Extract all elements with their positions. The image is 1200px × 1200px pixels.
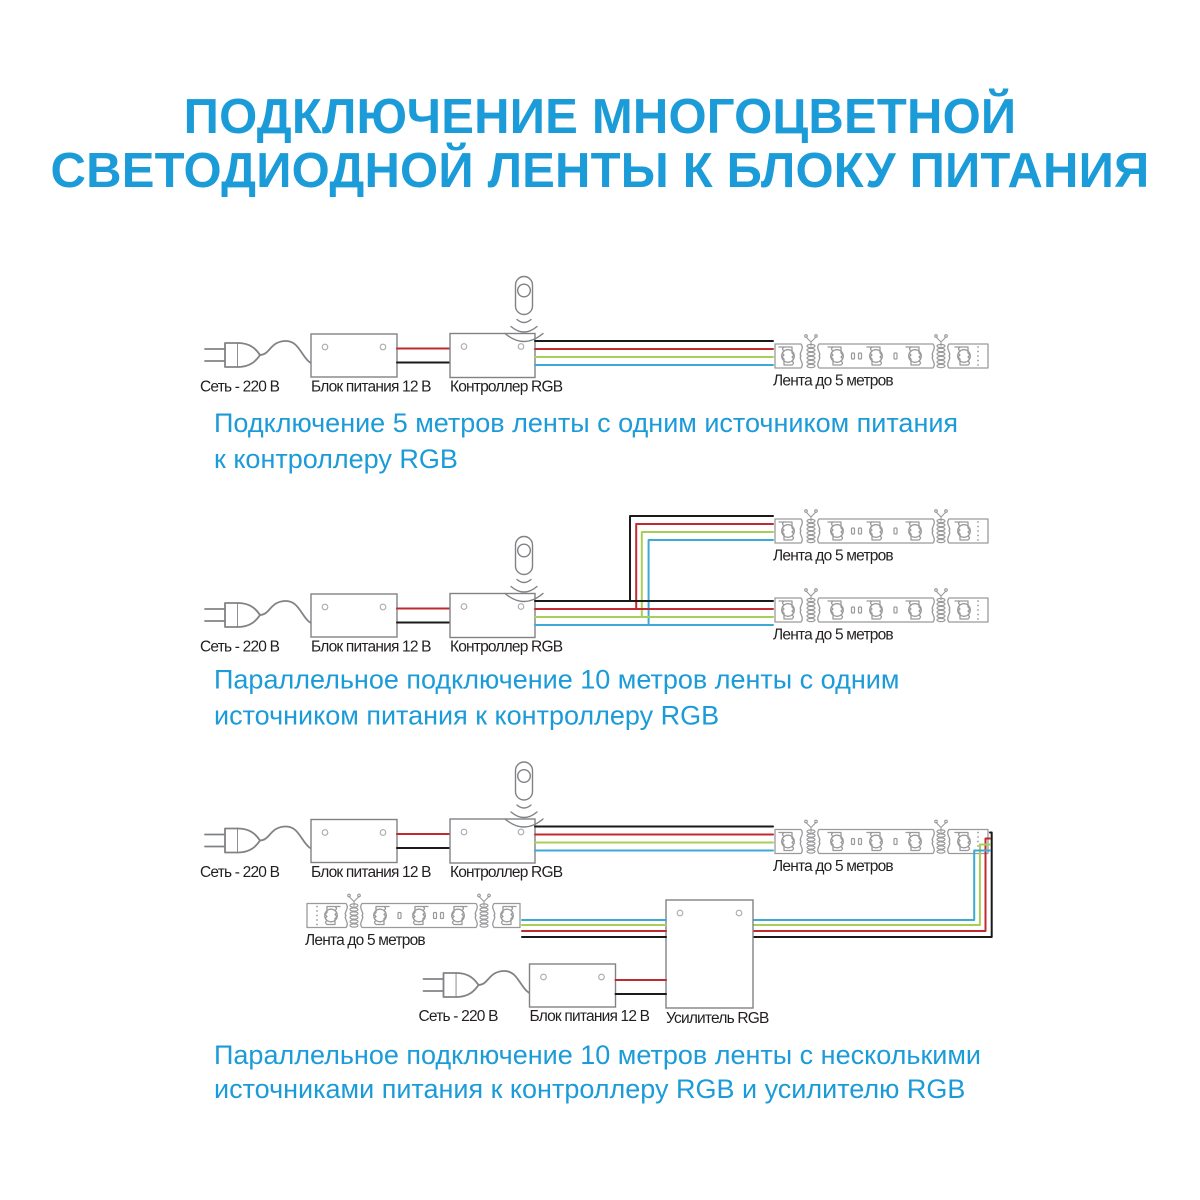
svg-text:Лента до 5 метров: Лента до 5 метров	[773, 547, 893, 564]
svg-text:Подключение 5 метров ленты с о: Подключение 5 метров ленты с одним источ…	[214, 408, 958, 438]
svg-text:Лента до 5 метров: Лента до 5 метров	[773, 626, 893, 643]
svg-text:Контроллер RGB: Контроллер RGB	[450, 864, 563, 881]
svg-text:Параллельное подключение 10 ме: Параллельное подключение 10 метров ленты…	[214, 665, 899, 695]
svg-text:Блок питания 12 В: Блок питания 12 В	[311, 864, 431, 881]
svg-text:Сеть - 220 В: Сеть - 220 В	[200, 639, 280, 656]
svg-text:Параллельное подключение 10 ме: Параллельное подключение 10 метров ленты…	[214, 1040, 981, 1070]
svg-text:Лента до 5 метров: Лента до 5 метров	[305, 932, 425, 949]
svg-text:Лента до 5 метров: Лента до 5 метров	[773, 372, 893, 389]
svg-text:Сеть - 220 В: Сеть - 220 В	[419, 1008, 499, 1025]
svg-text:Контроллер RGB: Контроллер RGB	[450, 379, 563, 396]
svg-text:Контроллер RGB: Контроллер RGB	[450, 639, 563, 656]
svg-text:Блок питания 12 В: Блок питания 12 В	[530, 1008, 650, 1025]
svg-text:Сеть - 220 В: Сеть - 220 В	[200, 864, 280, 881]
svg-text:источниками питания к контролл: источниками питания к контроллеру RGB и …	[214, 1074, 965, 1104]
svg-text:к контроллеру RGB: к контроллеру RGB	[214, 444, 458, 474]
svg-text:Блок питания 12 В: Блок питания 12 В	[311, 379, 431, 396]
svg-text:источником питания к контролле: источником питания к контроллеру RGB	[214, 701, 719, 731]
svg-text:Лента до 5 метров: Лента до 5 метров	[773, 858, 893, 875]
svg-text:Сеть - 220 В: Сеть - 220 В	[200, 379, 280, 396]
svg-text:Усилитель RGB: Усилитель RGB	[666, 1010, 769, 1027]
svg-text:Блок питания 12 В: Блок питания 12 В	[311, 639, 431, 656]
